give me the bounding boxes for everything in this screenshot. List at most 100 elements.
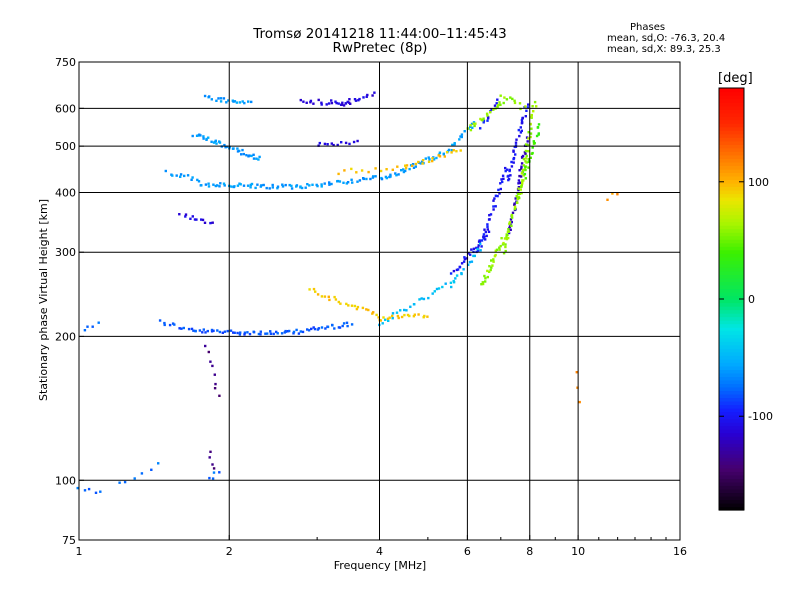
x-tick-label: 10 (571, 545, 585, 558)
data-point (288, 329, 291, 333)
data-point (450, 285, 453, 289)
data-point (336, 179, 340, 183)
colorbar-segment (719, 443, 744, 448)
data-point (395, 311, 399, 314)
data-point (467, 263, 470, 266)
data-point (210, 330, 214, 333)
data-point (212, 329, 215, 332)
data-point (351, 181, 354, 184)
data-point (212, 183, 215, 186)
data-point (375, 313, 378, 317)
data-point (211, 364, 214, 368)
data-point (463, 256, 466, 259)
data-point (504, 249, 507, 253)
colorbar-segment (719, 123, 744, 128)
data-point (379, 169, 383, 173)
data-point (537, 123, 541, 126)
data-point (498, 101, 501, 104)
data-point (306, 183, 309, 186)
data-point (284, 183, 287, 187)
data-point (184, 215, 187, 218)
data-point (184, 213, 188, 216)
data-point (470, 260, 474, 263)
data-point (332, 143, 335, 147)
data-point (249, 186, 252, 189)
colorbar-label: [deg] (718, 71, 753, 86)
colorbar-segment (719, 168, 744, 173)
colorbar-segment (719, 400, 744, 406)
data-point (396, 314, 400, 318)
data-point (431, 292, 434, 295)
data-point (455, 274, 459, 277)
data-point (524, 168, 527, 172)
colorbar-segment (719, 478, 744, 483)
data-point (255, 157, 258, 160)
data-point (320, 295, 324, 298)
data-point (492, 260, 495, 263)
data-point (210, 98, 213, 101)
data-point (400, 169, 403, 172)
data-point (417, 160, 420, 164)
colorbar-segment (719, 193, 744, 198)
data-point (527, 131, 530, 134)
data-point (523, 172, 527, 176)
data-point (486, 119, 489, 122)
data-point (308, 184, 311, 187)
data-point (488, 265, 491, 268)
data-point (505, 235, 508, 238)
data-point (481, 281, 484, 284)
data-point (452, 281, 456, 284)
data-point (515, 201, 519, 204)
data-point (76, 486, 79, 490)
data-point (209, 221, 212, 225)
data-point (510, 213, 514, 217)
data-point (500, 237, 503, 240)
data-point (316, 293, 320, 296)
colorbar-segment (719, 397, 744, 402)
data-point (207, 350, 210, 354)
data-point (150, 468, 153, 471)
colorbar-segment (719, 270, 744, 275)
data-point (355, 307, 359, 311)
data-point (520, 162, 524, 165)
data-point (501, 180, 504, 184)
colorbar-segment (719, 288, 744, 293)
data-point (513, 101, 517, 105)
data-point (499, 94, 502, 97)
data-point (391, 317, 394, 320)
data-point (526, 140, 529, 143)
data-point (520, 172, 524, 175)
data-point (460, 135, 463, 139)
data-point (349, 102, 352, 105)
data-point (190, 327, 194, 331)
data-point (266, 332, 269, 335)
data-point (522, 157, 526, 161)
data-point (454, 277, 457, 280)
data-point (215, 99, 218, 102)
colorbar-segment (719, 408, 744, 413)
colorbar-segment (719, 439, 744, 444)
data-point (238, 333, 242, 336)
data-point (483, 274, 486, 278)
data-point (290, 187, 294, 190)
data-point (211, 463, 214, 466)
data-point (358, 179, 362, 182)
data-point (462, 260, 466, 263)
data-point (501, 243, 505, 246)
data-point (323, 295, 327, 298)
data-point (405, 309, 408, 312)
data-point (473, 124, 476, 128)
data-point (527, 158, 530, 161)
data-point (519, 175, 523, 178)
data-point (232, 331, 235, 334)
y-tick-label: 750 (55, 56, 76, 69)
data-point (524, 143, 528, 146)
data-point (507, 236, 510, 240)
data-point (471, 126, 474, 129)
data-point (230, 185, 233, 188)
data-point (509, 174, 512, 177)
data-point (312, 326, 315, 329)
data-point (382, 316, 385, 319)
data-point (197, 180, 201, 183)
